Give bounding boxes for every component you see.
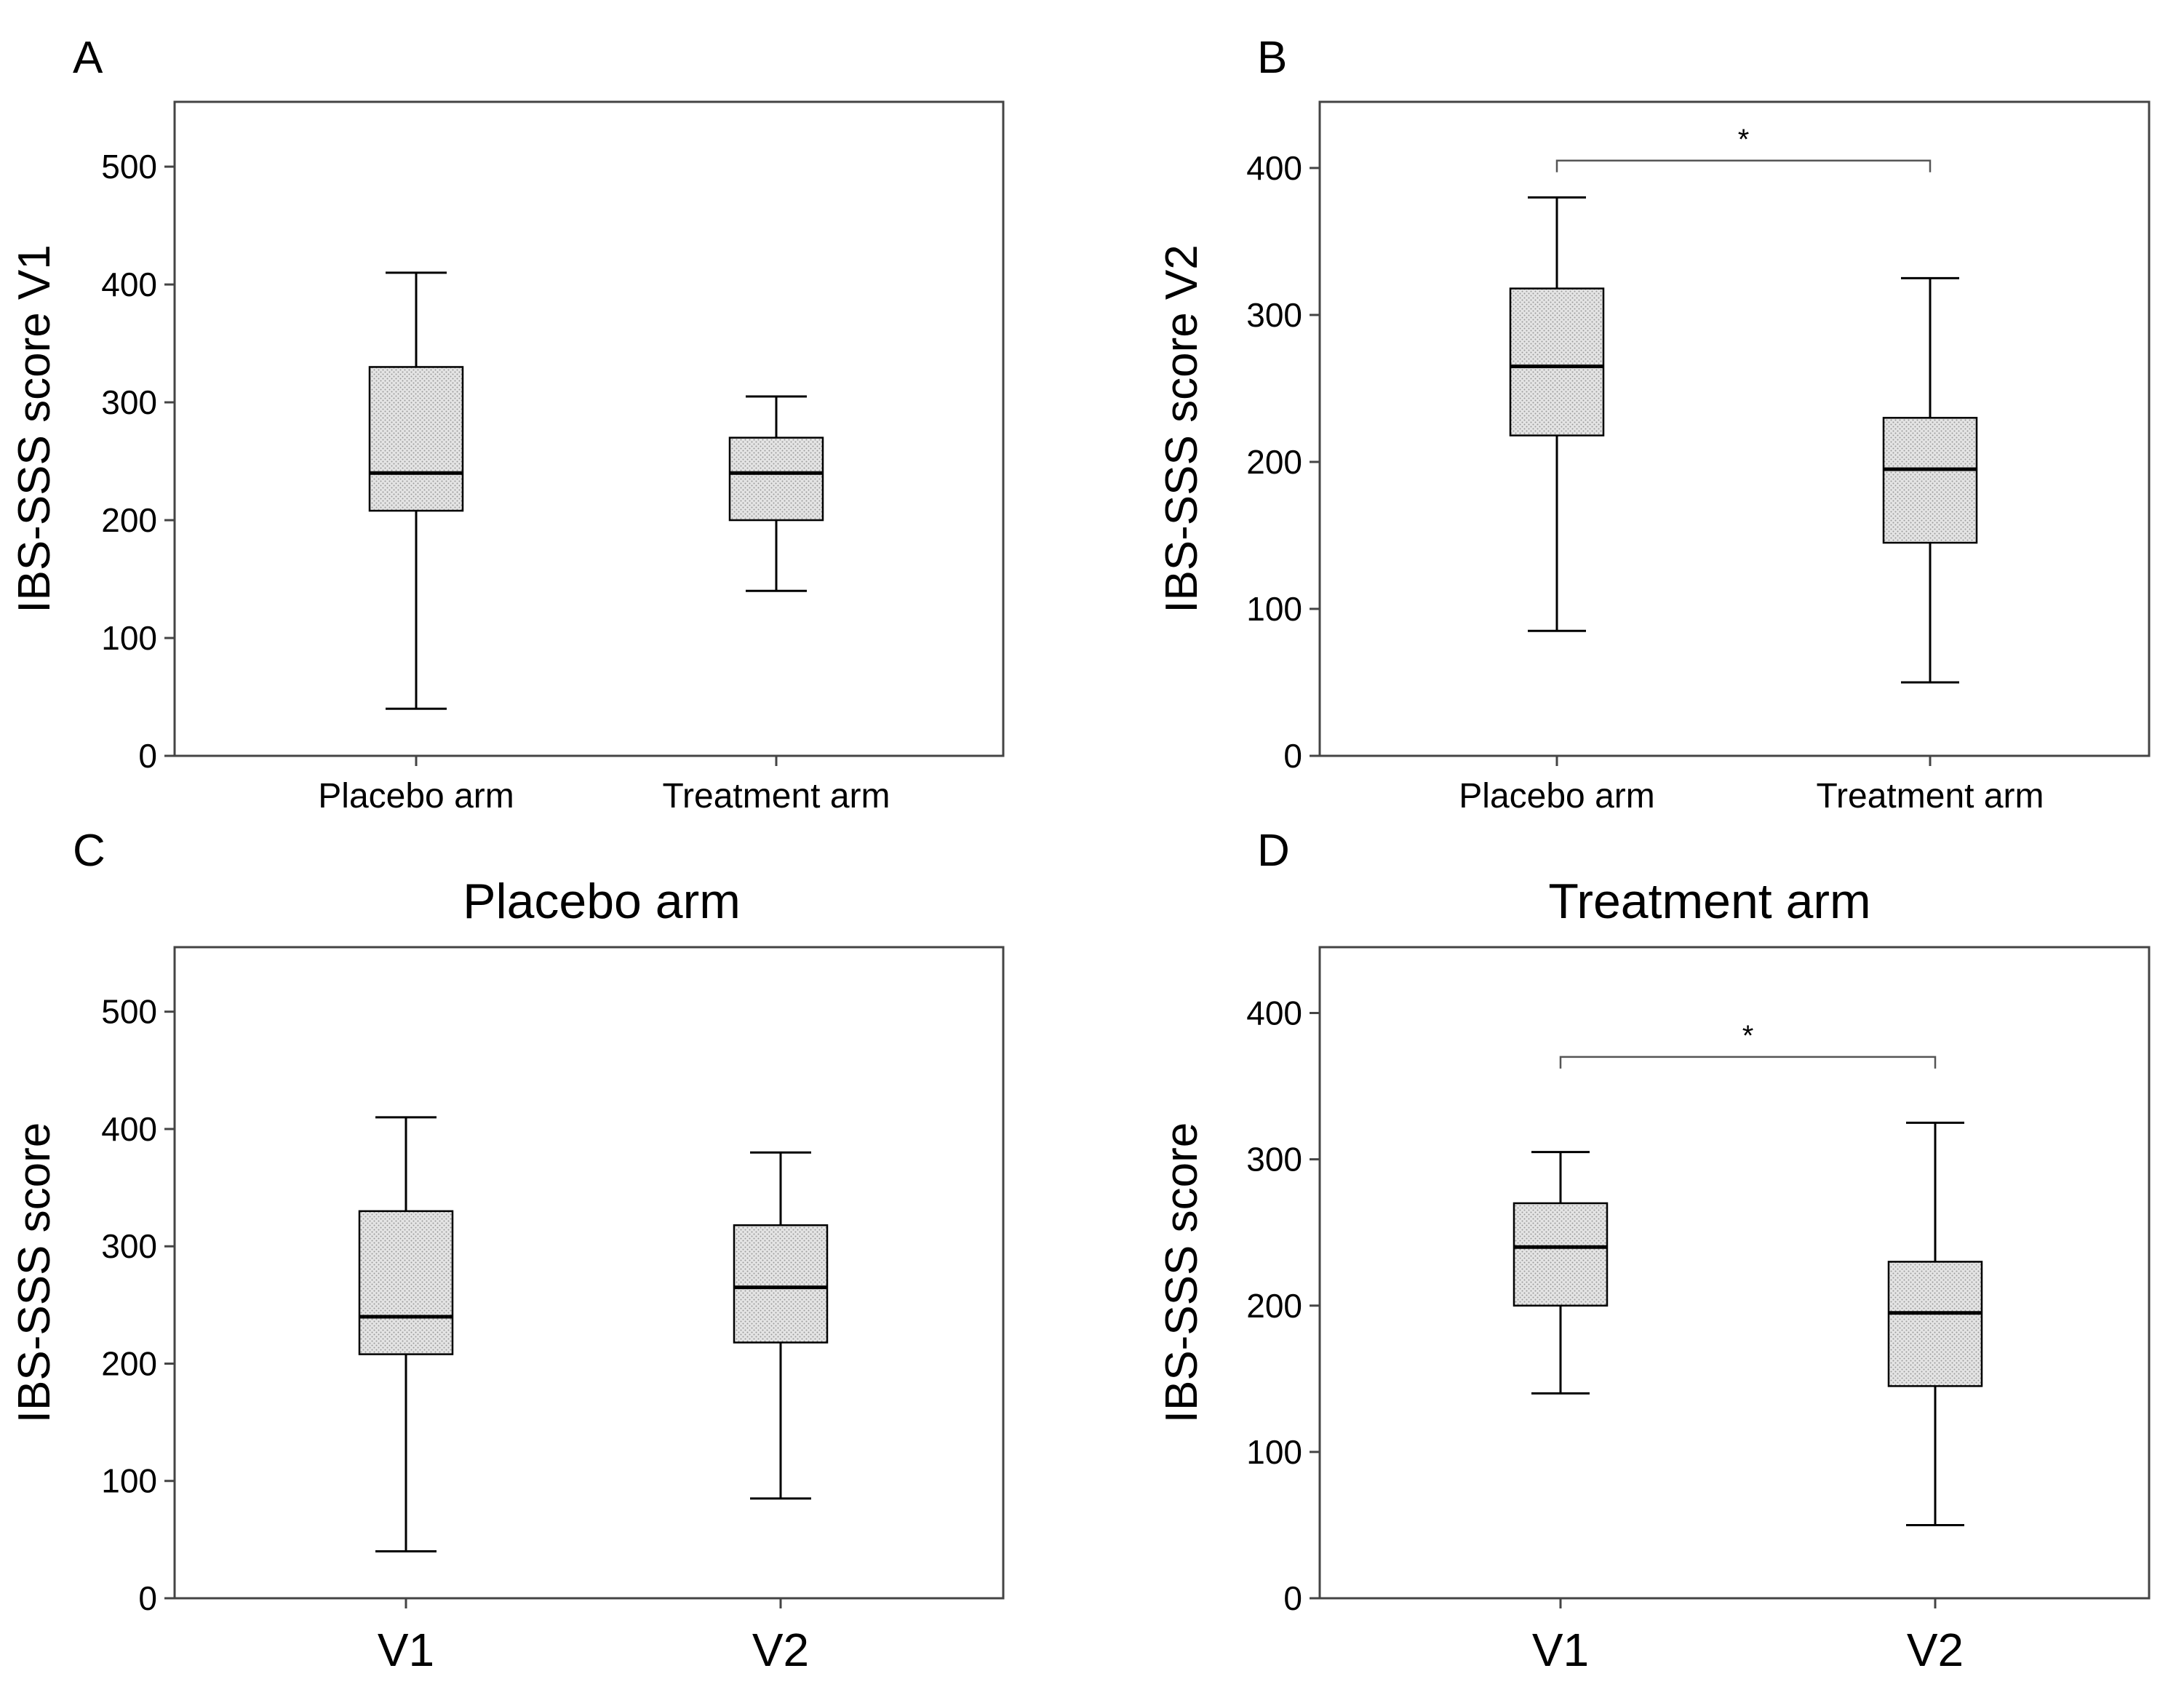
y-tick-label: 0 <box>1283 737 1302 775</box>
y-axis-label: IBS-SSS score V1 <box>9 244 60 613</box>
significance-label: * <box>1742 1020 1754 1052</box>
y-tick-label: 100 <box>1246 590 1302 628</box>
panel-title: Placebo arm <box>463 874 741 929</box>
y-tick-label: 400 <box>101 266 157 303</box>
panel-c: C Placebo arm 0 100 200 300 400 500 IBS-SSS scor… <box>9 826 1005 1676</box>
y-tick-label: 200 <box>101 501 157 539</box>
box-2 <box>1882 276 1978 684</box>
iqr-box <box>368 366 464 512</box>
panel-b: B 0 100 200 300 400 IBS-SSS score V2 Placebo ar… <box>1157 33 2151 815</box>
y-tick-label: 400 <box>1246 994 1302 1032</box>
y-tick-label: 500 <box>101 993 157 1031</box>
panel-letter: D <box>1257 826 1290 876</box>
x-category-label: Placebo arm <box>1459 777 1654 815</box>
x-category-label: Placebo arm <box>318 777 514 815</box>
significance-bracket <box>1555 159 1932 172</box>
iqr-box <box>358 1210 454 1355</box>
y-tick-label: 100 <box>101 1462 157 1500</box>
y-axis-label: IBS-SSS score <box>1157 1122 1207 1423</box>
iqr-box <box>1513 1202 1609 1307</box>
panel-letter: A <box>73 33 103 83</box>
box-2 <box>728 395 824 592</box>
panels-layer: A 0 100 200 300 400 500 IBS-SSS score V1 Placebo… <box>9 33 2151 1676</box>
box-1 <box>1513 1151 1609 1395</box>
iqr-box <box>1509 287 1605 436</box>
y-tick-label: 200 <box>101 1344 157 1382</box>
y-tick-label: 300 <box>1246 1141 1302 1178</box>
y-tick-label: 400 <box>1246 149 1302 187</box>
x-category-label: V2 <box>752 1624 809 1676</box>
plot-frame <box>1318 946 2151 1600</box>
plot-frame <box>1318 100 2151 757</box>
panel-letter: C <box>73 826 105 876</box>
significance-bracket <box>1559 1056 1937 1069</box>
plot-frame <box>173 946 1005 1600</box>
box-1 <box>358 1116 454 1552</box>
x-category-label: Treatment arm <box>1817 777 2044 815</box>
y-tick-label: 100 <box>1246 1433 1302 1471</box>
panel-d: D Treatment arm 0 100 200 300 400 IBS-SSS score… <box>1157 826 2151 1676</box>
iqr-box <box>733 1224 829 1344</box>
y-tick-label: 100 <box>101 619 157 657</box>
box-1 <box>1509 196 1605 632</box>
panel-a: A 0 100 200 300 400 500 IBS-SSS score V1 Placebo… <box>9 33 1005 815</box>
iqr-box <box>1887 1261 1983 1387</box>
significance-label: * <box>1738 124 1750 156</box>
y-tick-label: 0 <box>138 1579 157 1617</box>
x-category-label: V1 <box>378 1624 434 1676</box>
y-tick-label: 300 <box>101 1227 157 1265</box>
box-2 <box>1887 1121 1983 1526</box>
y-tick-label: 200 <box>1246 1287 1302 1325</box>
y-axis-label: IBS-SSS score <box>9 1122 60 1423</box>
box-2 <box>733 1151 829 1500</box>
y-tick-label: 0 <box>138 737 157 775</box>
y-tick-label: 200 <box>1246 443 1302 481</box>
plot-frame <box>173 100 1005 757</box>
y-tick-label: 300 <box>101 383 157 421</box>
panel-title: Treatment arm <box>1548 874 1870 929</box>
box-1 <box>368 271 464 710</box>
y-tick-label: 0 <box>1283 1579 1302 1617</box>
y-axis-label: IBS-SSS score V2 <box>1157 244 1207 613</box>
y-tick-label: 400 <box>101 1110 157 1148</box>
y-tick-label: 500 <box>101 148 157 186</box>
panel-letter: B <box>1257 33 1287 83</box>
iqr-box <box>728 436 824 522</box>
x-category-label: V1 <box>1532 1624 1589 1676</box>
x-category-label: Treatment arm <box>663 777 890 815</box>
iqr-box <box>1882 417 1978 544</box>
x-category-label: V2 <box>1907 1624 1964 1676</box>
y-tick-label: 300 <box>1246 296 1302 334</box>
